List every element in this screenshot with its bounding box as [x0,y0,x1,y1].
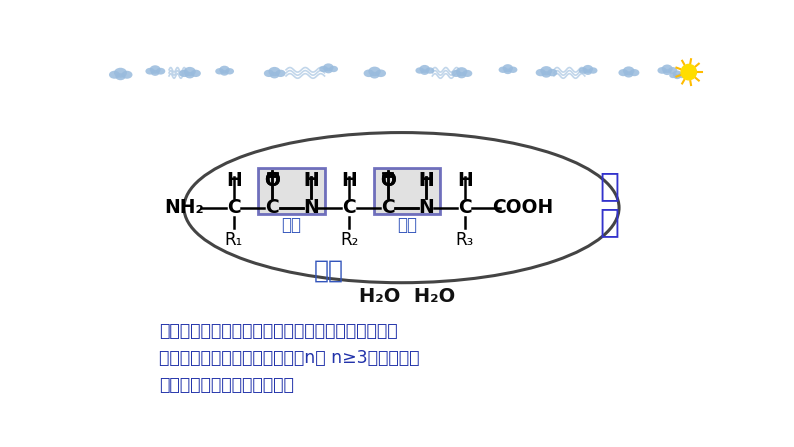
Text: O: O [380,171,395,190]
Ellipse shape [630,69,639,76]
Ellipse shape [149,65,160,74]
Bar [374,169,440,214]
Ellipse shape [179,70,189,77]
Ellipse shape [457,72,466,78]
Ellipse shape [669,72,676,78]
Ellipse shape [663,69,672,75]
Text: H₂O  H₂O: H₂O H₂O [359,287,455,306]
Ellipse shape [451,70,461,77]
Ellipse shape [622,67,634,76]
Ellipse shape [415,67,424,74]
Ellipse shape [426,67,434,74]
Ellipse shape [364,69,374,77]
Ellipse shape [330,66,338,72]
Text: H: H [303,171,318,190]
Ellipse shape [191,70,201,77]
Ellipse shape [503,64,513,72]
Ellipse shape [421,69,429,75]
Ellipse shape [183,67,196,76]
Ellipse shape [370,72,380,79]
Text: 以此类推，由多个氨基酸分子缩合而成的含有多个肽
键的化合物，叫多肽（链状）由n（ n≥3）个氨基酸
分子以肽键相连形成的肽链。: 以此类推，由多个氨基酸分子缩合而成的含有多个肽 键的化合物，叫多肽（链状）由n（… [159,321,419,394]
Ellipse shape [540,66,553,76]
Ellipse shape [462,70,472,77]
Text: R₁: R₁ [225,231,243,249]
Ellipse shape [624,72,633,78]
Text: NH₂: NH₂ [164,198,203,217]
Text: R₃: R₃ [456,231,474,249]
Text: R₂: R₂ [340,231,358,249]
Ellipse shape [419,65,430,73]
Ellipse shape [219,66,229,74]
Text: N: N [418,198,434,217]
Ellipse shape [657,67,667,74]
Ellipse shape [503,68,512,74]
Ellipse shape [368,67,381,76]
Ellipse shape [151,70,160,76]
Ellipse shape [145,68,155,75]
Ellipse shape [456,67,468,76]
Text: 肽键: 肽键 [281,215,302,234]
Ellipse shape [678,72,685,78]
Ellipse shape [323,63,333,72]
Ellipse shape [185,72,195,78]
Ellipse shape [668,67,677,74]
Text: H: H [225,171,241,190]
Text: N: N [303,198,318,217]
Ellipse shape [225,68,234,75]
Ellipse shape [661,64,673,73]
Text: H: H [457,171,472,190]
Text: COOH: COOH [492,198,554,217]
Text: H: H [303,171,318,190]
Ellipse shape [325,68,333,73]
Text: 二肽: 二肽 [314,259,343,283]
Text: C: C [381,198,395,217]
Ellipse shape [215,68,224,75]
Ellipse shape [674,74,680,79]
Ellipse shape [376,69,386,77]
Text: O: O [264,171,280,190]
Ellipse shape [588,67,597,74]
Ellipse shape [583,65,593,73]
Ellipse shape [221,70,229,76]
Ellipse shape [547,69,557,76]
Ellipse shape [499,67,507,73]
Circle shape [681,64,696,80]
Ellipse shape [270,72,279,78]
Ellipse shape [114,68,127,78]
Text: C: C [458,198,472,217]
Ellipse shape [542,71,551,78]
Text: H: H [418,171,434,190]
Text: O: O [380,171,395,190]
Ellipse shape [584,69,592,75]
Ellipse shape [115,73,125,80]
Ellipse shape [509,67,518,73]
Text: 三
肽: 三 肽 [599,169,619,238]
Text: H: H [418,171,434,190]
Ellipse shape [673,71,682,77]
Ellipse shape [109,71,120,79]
Ellipse shape [319,66,328,72]
Ellipse shape [579,67,588,74]
Ellipse shape [276,70,286,77]
Ellipse shape [536,69,545,76]
Text: 肽键: 肽键 [397,215,417,234]
Ellipse shape [264,70,274,77]
Text: C: C [227,198,241,217]
Ellipse shape [619,69,628,76]
Text: C: C [265,198,279,217]
Ellipse shape [121,71,133,79]
Text: O: O [264,171,280,190]
Ellipse shape [156,68,165,75]
Text: H: H [341,171,357,190]
Text: C: C [342,198,356,217]
Ellipse shape [268,67,280,76]
Bar [258,169,325,214]
